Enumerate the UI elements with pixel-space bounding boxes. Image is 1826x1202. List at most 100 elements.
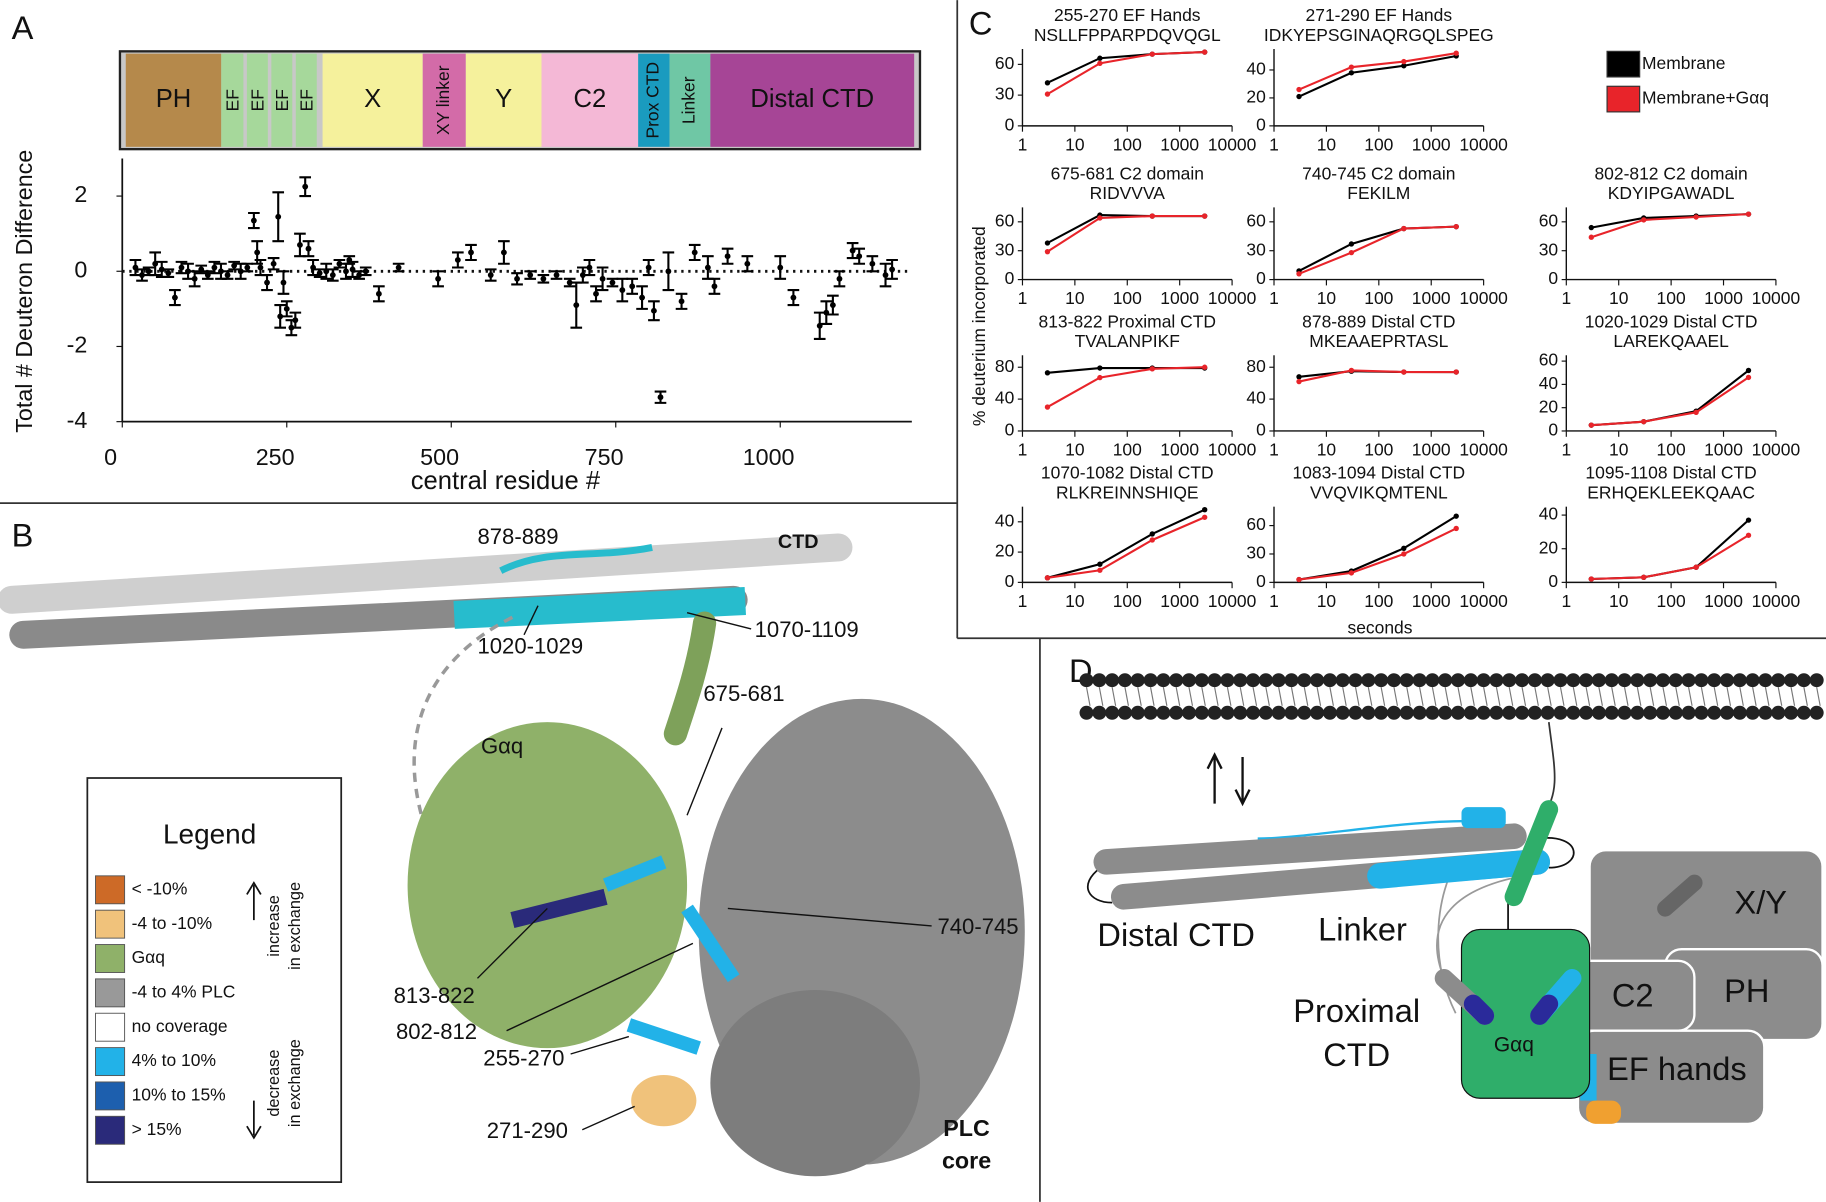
lipid-tail bbox=[1137, 687, 1142, 706]
chart-title: 255-270 EF Hands bbox=[1054, 5, 1201, 25]
lipid-tail bbox=[1457, 687, 1463, 706]
x-axis-label: central residue # bbox=[411, 467, 601, 495]
x-tick-label: 1 bbox=[1269, 134, 1279, 154]
series-point bbox=[1149, 51, 1155, 57]
structure-label: 813-822 bbox=[394, 983, 475, 1008]
series-line: Membrane+Gαq bbox=[1047, 516, 1206, 579]
lipid-head bbox=[1194, 673, 1209, 688]
y-tick-label: 30 bbox=[995, 84, 1015, 104]
lipid-head bbox=[1335, 705, 1350, 720]
lipid-head bbox=[1694, 673, 1709, 688]
x-tick-label: 750 bbox=[585, 444, 624, 470]
series-point bbox=[1588, 422, 1594, 428]
lipid-tail bbox=[1278, 687, 1283, 706]
x-tick-label: 1 bbox=[1561, 591, 1571, 611]
x-tick-label: 1000 bbox=[1704, 288, 1743, 308]
y-tick-label: 60 bbox=[1246, 210, 1266, 230]
y-tick-label: 2 bbox=[74, 181, 87, 207]
point bbox=[593, 290, 599, 297]
x-tick-label: 1000 bbox=[1412, 591, 1451, 611]
plc-core bbox=[710, 989, 920, 1177]
linker-strand bbox=[1436, 872, 1538, 979]
point bbox=[454, 257, 461, 263]
x-tick-label: 1000 bbox=[1412, 439, 1451, 459]
lipid-tail bbox=[1303, 687, 1309, 706]
chart-subtitle: TVALANPIKF bbox=[1075, 331, 1180, 351]
y-tick-label: -2 bbox=[67, 332, 88, 358]
lipid-tail bbox=[1713, 687, 1719, 706]
series-line: Membrane bbox=[1046, 214, 1205, 244]
lipid-tail bbox=[1764, 687, 1770, 706]
lipid-tail bbox=[1726, 687, 1732, 706]
series-point bbox=[1453, 223, 1459, 230]
y-tick-label: 20 bbox=[1539, 537, 1559, 557]
series-point bbox=[1693, 564, 1699, 570]
chart-subtitle: KDYIPGAWADL bbox=[1608, 183, 1735, 203]
loop bbox=[1537, 837, 1575, 869]
lipid-tail bbox=[1290, 687, 1296, 706]
rod bbox=[1093, 823, 1527, 875]
point bbox=[678, 298, 685, 305]
lipid-tail bbox=[1431, 687, 1437, 706]
series-point bbox=[1348, 64, 1355, 70]
arrow bbox=[686, 611, 752, 630]
lipid-head bbox=[1438, 673, 1453, 688]
lipid-head bbox=[1758, 673, 1773, 688]
series-point bbox=[1745, 532, 1752, 538]
lipid-head bbox=[1668, 673, 1683, 688]
lipid-head bbox=[1732, 673, 1747, 688]
chart-subtitle: FEKILM bbox=[1347, 183, 1410, 203]
structure-label: 740-745 bbox=[937, 914, 1018, 939]
point bbox=[744, 260, 751, 267]
series-point bbox=[1401, 58, 1407, 65]
chart-subtitle: RIDVVVA bbox=[1090, 183, 1166, 203]
lipid-head bbox=[1579, 705, 1594, 720]
y-tick-label: 0 bbox=[1256, 268, 1266, 288]
lipid-tail bbox=[1124, 687, 1130, 706]
legend-swatch bbox=[95, 978, 126, 1008]
lipid-tail bbox=[1162, 687, 1168, 706]
x-tick-label: 100 bbox=[1364, 288, 1393, 308]
point bbox=[244, 264, 251, 271]
lipid-head bbox=[1361, 673, 1376, 688]
lipid-head bbox=[1796, 705, 1811, 720]
lipid-tail bbox=[1444, 687, 1450, 706]
lipid-head bbox=[1502, 705, 1517, 720]
lipid-head bbox=[1566, 705, 1581, 720]
y-tick-label: 40 bbox=[1539, 504, 1559, 524]
schematic-label: EF hands bbox=[1607, 1050, 1747, 1087]
panel-letter: A bbox=[12, 9, 34, 46]
lipid-head bbox=[1809, 705, 1824, 720]
lipid-head bbox=[1079, 673, 1094, 688]
series-point bbox=[1149, 213, 1155, 219]
point bbox=[145, 268, 152, 275]
lipid-head bbox=[1169, 705, 1184, 720]
lipid-head bbox=[1348, 705, 1363, 720]
y-axis-label: % deuterium incorporated bbox=[969, 226, 989, 426]
lipid-tail bbox=[1790, 687, 1796, 706]
lipid-head bbox=[1258, 673, 1273, 688]
point bbox=[639, 294, 645, 301]
x-tick-label: 1 bbox=[1018, 288, 1028, 308]
lipid-head bbox=[1643, 673, 1658, 688]
lipid-tail bbox=[1201, 687, 1206, 706]
y-tick-label: 40 bbox=[1246, 59, 1266, 79]
y-tick-label: 0 bbox=[1548, 420, 1558, 440]
domain-label: PH bbox=[156, 85, 192, 113]
chart-subtitle: NSLLFPPARPDQVQGL bbox=[1034, 25, 1221, 45]
structure-label: PLC bbox=[943, 1115, 990, 1141]
point bbox=[882, 272, 889, 278]
domain-label: Y bbox=[495, 85, 512, 113]
y-tick-label: 0 bbox=[1548, 268, 1558, 288]
rod-highlight bbox=[1367, 849, 1551, 889]
x-tick-label: 100 bbox=[1657, 288, 1686, 308]
point bbox=[237, 268, 244, 275]
lipid-head bbox=[1233, 705, 1248, 720]
series-point bbox=[1401, 545, 1407, 551]
lipid-head bbox=[1117, 673, 1132, 688]
legend-label: > 15% bbox=[132, 1119, 182, 1139]
lipid-head bbox=[1694, 705, 1709, 720]
x-tick-label: 100 bbox=[1113, 439, 1142, 459]
lipid-head bbox=[1322, 673, 1337, 688]
x-tick-label: 10000 bbox=[1752, 439, 1801, 459]
